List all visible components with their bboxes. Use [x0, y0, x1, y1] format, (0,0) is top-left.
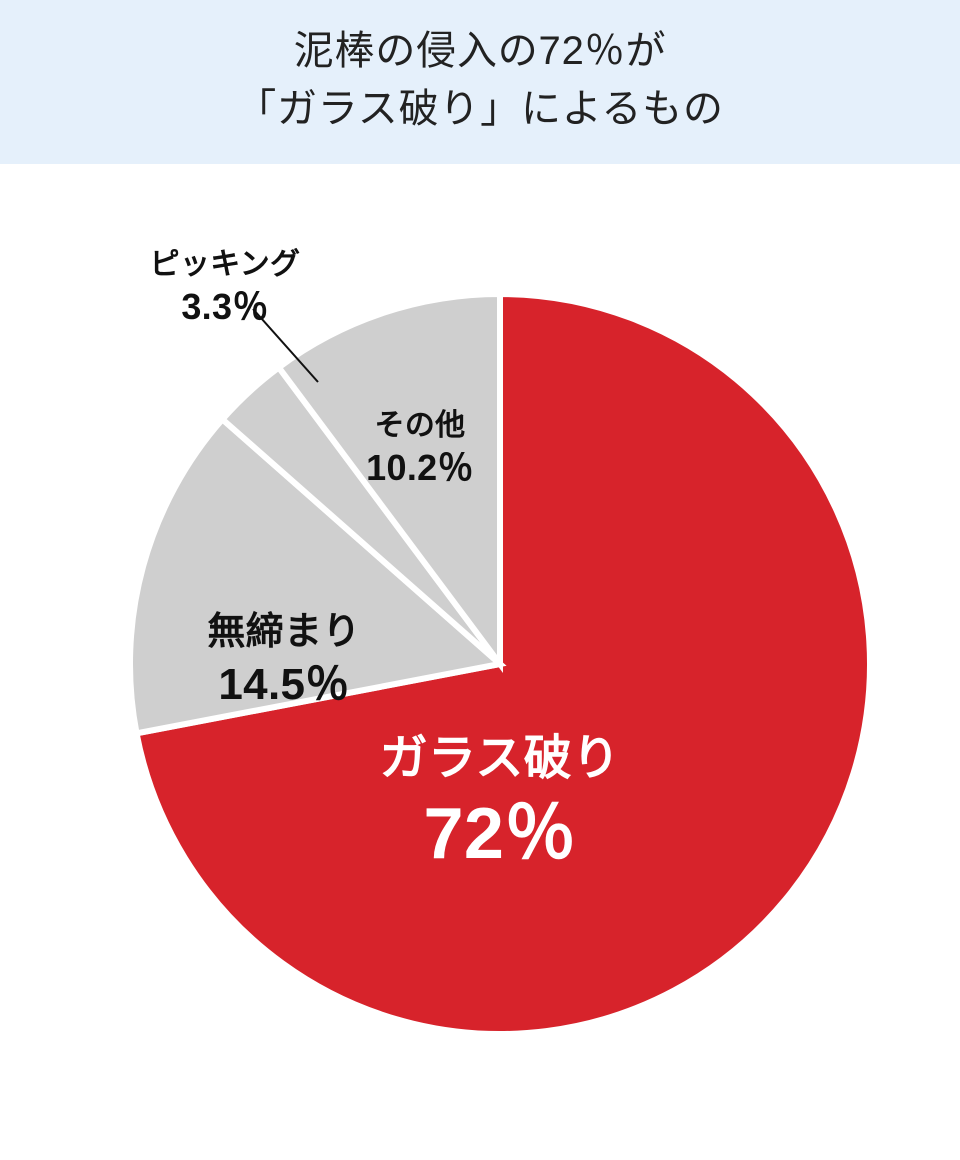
- title-banner: 泥棒の侵入の72％が 「ガラス破り」によるもの: [0, 0, 960, 164]
- pie-svg: [0, 164, 960, 1124]
- label-unlocked: 無締まり14.5％: [207, 609, 360, 712]
- title-line-2: 「ガラス破り」によるもの: [236, 87, 724, 131]
- title-line-1: 泥棒の侵入の72％が: [294, 29, 667, 73]
- label-picking-value: 3.3％: [150, 284, 301, 329]
- label-other-name: その他: [366, 407, 474, 445]
- label-other-value: 10.2％: [366, 445, 474, 490]
- label-glass-value: 72％: [380, 789, 621, 879]
- label-unlocked-value: 14.5％: [207, 657, 360, 712]
- label-other: その他10.2％: [366, 407, 474, 490]
- pie-chart: ガラス破り72％無締まり14.5％ピッキング3.3％その他10.2％: [0, 164, 960, 1124]
- label-picking: ピッキング3.3％: [150, 246, 301, 329]
- label-unlocked-name: 無締まり: [207, 609, 360, 657]
- label-glass: ガラス破り72％: [380, 729, 621, 879]
- label-picking-name: ピッキング: [150, 246, 301, 284]
- figure-root: 泥棒の侵入の72％が 「ガラス破り」によるもの ガラス破り72％無締まり14.5…: [0, 0, 960, 1160]
- label-glass-name: ガラス破り: [380, 729, 621, 789]
